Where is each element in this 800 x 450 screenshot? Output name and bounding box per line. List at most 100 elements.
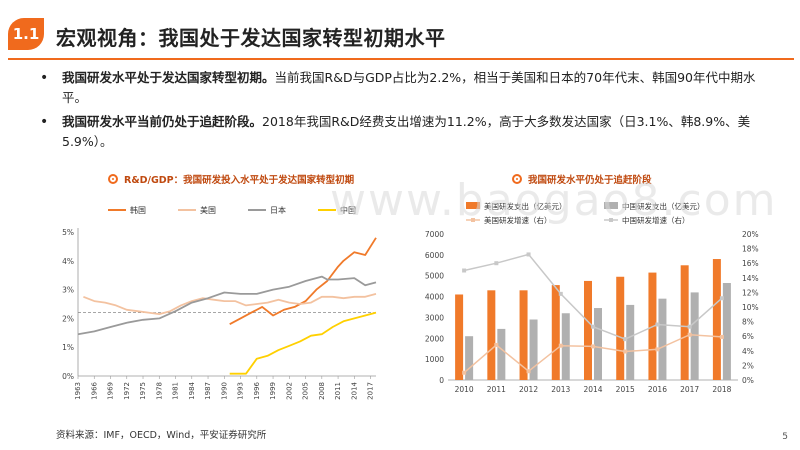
- y2-tick-label: 16%: [742, 259, 759, 268]
- x-tick-label: 2011: [487, 385, 506, 394]
- bar: [465, 336, 474, 380]
- x-tick-label: 1978: [155, 382, 163, 400]
- bar: [519, 290, 528, 380]
- growth-point: [494, 342, 499, 347]
- growth-point: [591, 324, 595, 329]
- legend-label: 美国: [200, 205, 216, 215]
- legend-label: 中国研发支出（亿美元）: [622, 201, 705, 211]
- bar: [626, 304, 635, 380]
- y2-tick-label: 12%: [742, 288, 759, 297]
- x-tick-label: 1996: [253, 381, 261, 399]
- bullet-item: • 我国研发水平当前仍处于追赶阶段。2018年我国R&D经费支出增速为11.2%…: [40, 112, 780, 152]
- rd-gdp-line-chart: 韩国 美国 日本 中国 0% 1% 2% 3% 4% 5% 1963 1966 1969 1972 1975…: [62, 205, 377, 400]
- bar: [497, 328, 506, 380]
- growth-point: [526, 252, 531, 257]
- bullet-text: 当前我国R&D与GDP占比为2.2%，相当于美国和日本的70年代末、韩国90年代…: [62, 70, 756, 105]
- legend-swatch: [466, 202, 480, 209]
- y-tick-label: 0: [439, 376, 444, 385]
- page-number: 5: [782, 432, 788, 442]
- y2-tick-label: 20%: [742, 230, 759, 239]
- legend-label: 美国研发支出（亿美元）: [484, 201, 567, 211]
- legend-label: 韩国: [130, 205, 146, 215]
- growth-point: [623, 349, 628, 354]
- bullet-text: 2018年我国R&D经费支出增速为11.2%，高于大多数发达国家（日3.1%、韩…: [62, 114, 751, 149]
- bullet-bold-text: 我国研发水平当前仍处于追赶阶段。: [62, 114, 263, 129]
- x-tick-label: 1999: [269, 382, 277, 400]
- growth-point: [462, 268, 467, 273]
- bullet-dot-icon: •: [40, 114, 49, 130]
- bar: [616, 276, 625, 380]
- y2-tick-label: 4%: [742, 347, 754, 356]
- y-tick-label: 7000: [425, 230, 444, 239]
- x-tick-label: 1993: [237, 382, 245, 400]
- x-tick-label: 1984: [188, 381, 196, 399]
- y-tick-label: 2%: [62, 314, 74, 323]
- x-tick-label: 2016: [648, 385, 667, 394]
- x-tick-label: 1990: [220, 382, 228, 400]
- target-icon: [512, 174, 522, 184]
- legend-label: 美国研发增速（右）: [484, 215, 552, 225]
- left-chart-title-text: R&D/GDP：我国研发投入水平处于发达国家转型初期: [124, 175, 355, 186]
- bar: [584, 280, 592, 380]
- bar: [712, 259, 721, 380]
- y-tick-label: 4000: [425, 293, 444, 302]
- bar: [680, 265, 689, 380]
- bar: [658, 298, 667, 380]
- series-line: [83, 293, 377, 315]
- x-tick-label: 1972: [123, 382, 131, 400]
- y2-tick-label: 0%: [742, 376, 754, 385]
- growth-point: [719, 296, 724, 301]
- y-tick-label: 2000: [425, 334, 444, 343]
- series-line: [229, 311, 377, 375]
- growth-point: [526, 369, 531, 374]
- x-tick-label: 2010: [455, 385, 474, 394]
- y-tick-label: 6000: [425, 251, 444, 260]
- right-chart-title-text: 我国研发水平仍处于追赶阶段: [528, 175, 652, 186]
- y2-tick-label: 14%: [742, 274, 759, 283]
- x-tick-label: 2013: [551, 385, 570, 394]
- y2-tick-label: 8%: [742, 318, 754, 327]
- y2-tick-label: 2%: [742, 361, 754, 370]
- growth-point: [687, 332, 692, 337]
- x-tick-label: 2014: [583, 385, 602, 394]
- x-tick-label: 2017: [680, 385, 699, 394]
- y-tick-label: 1000: [425, 355, 444, 364]
- y2-tick-label: 18%: [742, 245, 759, 254]
- legend-label: 日本: [270, 205, 286, 215]
- bar: [529, 319, 538, 380]
- bullet-bold-text: 我国研发水平处于发达国家转型初期。: [62, 70, 275, 85]
- growth-point: [494, 261, 499, 266]
- growth-point: [687, 324, 692, 329]
- legend-label: 中国: [340, 205, 356, 215]
- series-line: [229, 237, 377, 325]
- growth-point: [558, 291, 563, 296]
- left-chart-title: R&D/GDP：我国研发投入水平处于发达国家转型初期: [108, 172, 354, 186]
- x-tick-label: 2002: [285, 382, 293, 400]
- bullet-list: • 我国研发水平处于发达国家转型初期。当前我国R&D与GDP占比为2.2%，相当…: [40, 68, 780, 156]
- x-tick-label: 2017: [367, 382, 375, 400]
- bar: [455, 294, 464, 380]
- y-tick-label: 5%: [62, 228, 74, 237]
- y-tick-label: 4%: [62, 257, 74, 266]
- y-tick-label: 3000: [425, 313, 444, 322]
- bar: [487, 290, 496, 380]
- x-tick-label: 1987: [204, 382, 212, 400]
- section-badge: 1.1: [8, 18, 44, 50]
- bar: [690, 292, 699, 380]
- x-tick-label: 1963: [74, 382, 82, 400]
- growth-point: [655, 322, 660, 327]
- growth-point: [462, 370, 467, 375]
- legend-swatch: [604, 202, 618, 209]
- growth-point: [655, 347, 660, 352]
- bullet-dot-icon: •: [40, 70, 49, 86]
- source-note: 资料来源：IMF，OECD，Wind，平安证券研究所: [56, 430, 267, 441]
- bar: [561, 313, 570, 380]
- y-tick-label: 3%: [62, 286, 74, 295]
- x-tick-label: 2012: [519, 385, 538, 394]
- x-tick-label: 2015: [616, 385, 635, 394]
- x-tick-label: 2014: [350, 381, 358, 399]
- series-line: [77, 275, 377, 336]
- page-title: 宏观视角：我国处于发达国家转型初期水平: [56, 26, 446, 50]
- growth-point: [719, 334, 724, 339]
- x-tick-label: 1981: [172, 382, 180, 400]
